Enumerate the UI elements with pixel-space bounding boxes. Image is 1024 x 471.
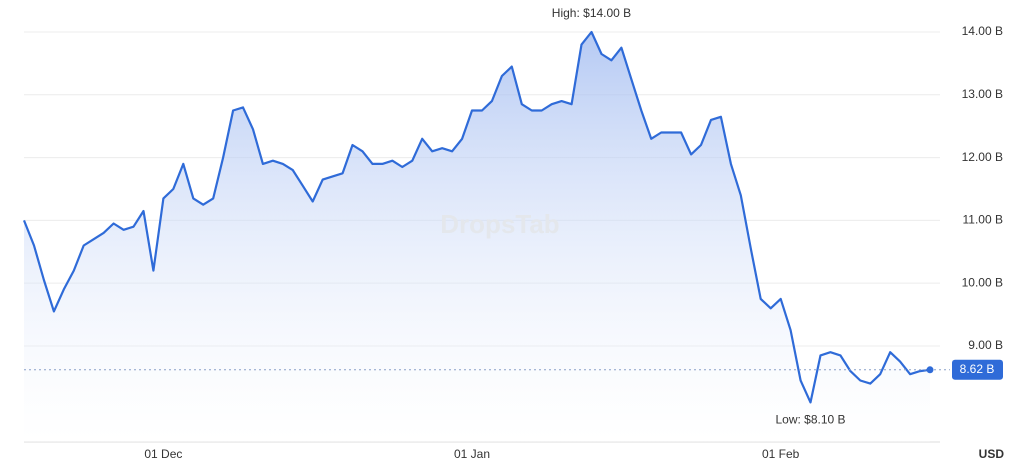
line	[22, 30, 931, 404]
x-tick-label: 01 Feb	[762, 447, 800, 461]
watermark: DropsTab	[440, 209, 559, 239]
low-label: Low: $8.10 B	[775, 413, 845, 427]
marks	[22, 30, 950, 442]
current-label: 8.62 B	[960, 362, 995, 376]
y-tick-label: 10.00 B	[962, 275, 1003, 289]
y-tick-label: 14.00 B	[962, 24, 1003, 38]
x-tick-label: 01 Dec	[144, 447, 182, 461]
y-tick-label: 12.00 B	[962, 150, 1003, 164]
x-tick-label: 01 Jan	[454, 447, 490, 461]
current-badge	[952, 359, 1003, 380]
current-point	[926, 366, 934, 374]
y-tick-label: 9.00 B	[968, 338, 1003, 352]
unit-label: USD	[979, 447, 1005, 461]
high-label: High: $14.00 B	[552, 6, 631, 20]
y-tick-label: 11.00 B	[963, 213, 1003, 227]
area	[24, 32, 930, 442]
y-tick-label: 13.00 B	[962, 87, 1003, 101]
